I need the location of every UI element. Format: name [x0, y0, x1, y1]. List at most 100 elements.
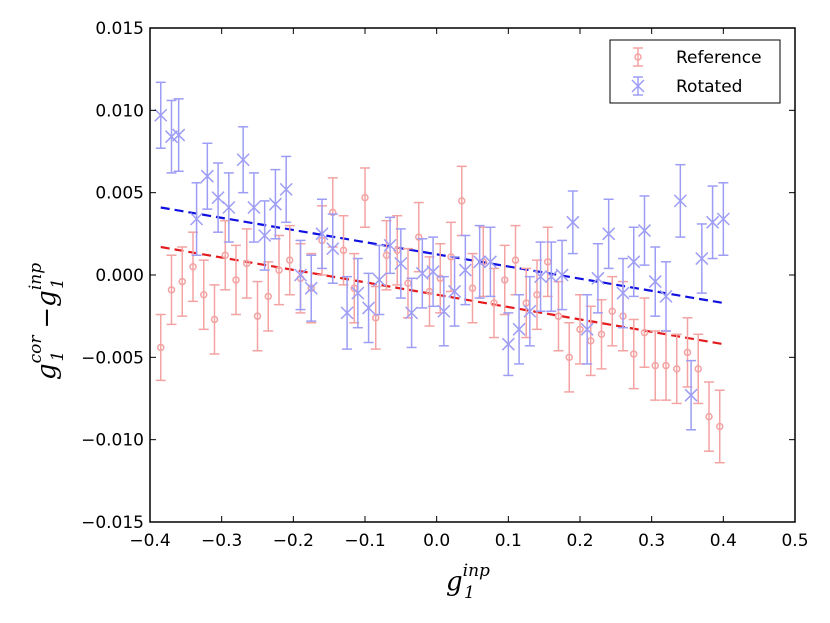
- data-point-rotated: [394, 228, 408, 299]
- marker-rotated: [716, 212, 730, 226]
- legend-marker-reference: [634, 53, 642, 61]
- data-point-rotated: [580, 294, 594, 365]
- x-tick-label: −0.1: [344, 531, 385, 551]
- marker-rotated: [236, 153, 250, 167]
- data-point-rotated: [501, 312, 515, 377]
- marker-rotated: [659, 289, 673, 303]
- data-point-rotated: [172, 98, 186, 173]
- x-tick-label: −0.3: [201, 531, 242, 551]
- marker-rotated: [200, 169, 214, 183]
- data-point-rotated: [627, 226, 641, 298]
- data-point-reference: [209, 284, 220, 355]
- y-label-sup1: cor: [26, 335, 46, 364]
- data-point-rotated: [616, 257, 630, 329]
- marker-rotated: [673, 194, 687, 208]
- data-point-reference: [607, 275, 618, 347]
- marker-rotated: [372, 273, 386, 287]
- marker-reference: [189, 263, 197, 271]
- marker-reference: [468, 284, 477, 292]
- marker-reference: [716, 422, 724, 431]
- y-tick-label: 0.015: [95, 19, 144, 39]
- data-point-rotated: [190, 182, 204, 256]
- marker-reference: [232, 276, 240, 284]
- x-label-base: g: [446, 567, 463, 597]
- data-point-reference: [231, 244, 241, 316]
- marker-rotated: [473, 255, 487, 269]
- y-label-sup2: inp: [26, 263, 46, 290]
- marker-reference: [705, 412, 713, 421]
- y-tick-label: −0.015: [81, 513, 144, 533]
- y-tick-label: −0.010: [81, 431, 144, 451]
- data-point-rotated: [458, 234, 472, 306]
- data-point-rotated: [473, 224, 487, 299]
- y-label-sub1: 1: [48, 351, 68, 362]
- data-point-reference: [177, 246, 188, 317]
- x-label-sub: 1: [464, 583, 475, 603]
- marker-reference: [200, 291, 208, 299]
- data-point-reference: [596, 298, 607, 370]
- y-label-minus: −: [32, 307, 62, 329]
- x-tick-label: 0.2: [566, 531, 593, 551]
- marker-reference: [576, 325, 584, 334]
- data-point-rotated: [659, 261, 673, 332]
- data-point-reference: [166, 254, 177, 326]
- data-point-reference: [564, 322, 575, 393]
- data-point-rotated: [258, 200, 272, 271]
- data-point-rotated: [602, 198, 616, 270]
- marker-reference: [608, 307, 616, 315]
- marker-reference: [275, 266, 283, 274]
- marker-reference: [554, 312, 563, 320]
- marker-rotated: [190, 212, 204, 226]
- data-point-reference: [714, 389, 725, 464]
- marker-rotated: [351, 286, 365, 300]
- marker-reference: [253, 312, 262, 320]
- marker-reference: [490, 299, 498, 307]
- marker-rotated: [591, 271, 605, 285]
- marker-rotated: [695, 252, 709, 266]
- marker-rotated: [304, 281, 318, 295]
- data-point-reference: [489, 267, 499, 339]
- marker-reference: [361, 193, 369, 202]
- legend-marker-rotated: [631, 79, 645, 93]
- marker-rotated: [172, 128, 186, 142]
- x-axis-label: ginp 1: [446, 561, 490, 603]
- data-point-reference: [241, 228, 252, 299]
- x-label-sup: inp: [463, 561, 490, 581]
- data-point-rotated: [566, 190, 580, 255]
- data-point-rotated: [293, 239, 308, 311]
- data-point-reference: [338, 214, 349, 286]
- marker-reference: [630, 350, 638, 358]
- y-axis-label: gcor 1−ginp 1: [26, 263, 68, 380]
- marker-rotated: [580, 322, 594, 336]
- y-tick-label: 0.005: [95, 184, 144, 204]
- data-point-rotated: [279, 155, 293, 224]
- marker-reference: [673, 365, 681, 373]
- marker-reference: [264, 292, 272, 301]
- data-point-reference: [693, 333, 704, 405]
- data-point-rotated: [591, 242, 605, 314]
- marker-reference: [501, 276, 509, 284]
- data-point-rotated: [637, 195, 652, 266]
- marker-reference: [458, 197, 466, 205]
- marker-rotated: [616, 286, 630, 300]
- marker-rotated: [544, 270, 558, 284]
- data-point-rotated: [362, 272, 376, 344]
- marker-rotated: [405, 306, 419, 320]
- marker-reference: [221, 251, 229, 259]
- fit-line-rotated: [160, 206, 724, 305]
- marker-rotated: [293, 268, 308, 282]
- marker-rotated: [426, 265, 440, 279]
- x-tick-label: −0.4: [129, 531, 170, 551]
- x-tick-label: 0.0: [423, 531, 450, 551]
- data-point-reference: [682, 317, 693, 388]
- data-point-reference: [252, 280, 263, 352]
- marker-reference: [662, 361, 670, 370]
- data-point-rotated: [222, 172, 236, 243]
- marker-rotated: [448, 284, 462, 298]
- data-point-rotated: [200, 142, 214, 210]
- x-tick-label: 0.5: [781, 531, 808, 551]
- marker-rotated: [512, 322, 526, 336]
- marker-rotated: [648, 275, 662, 289]
